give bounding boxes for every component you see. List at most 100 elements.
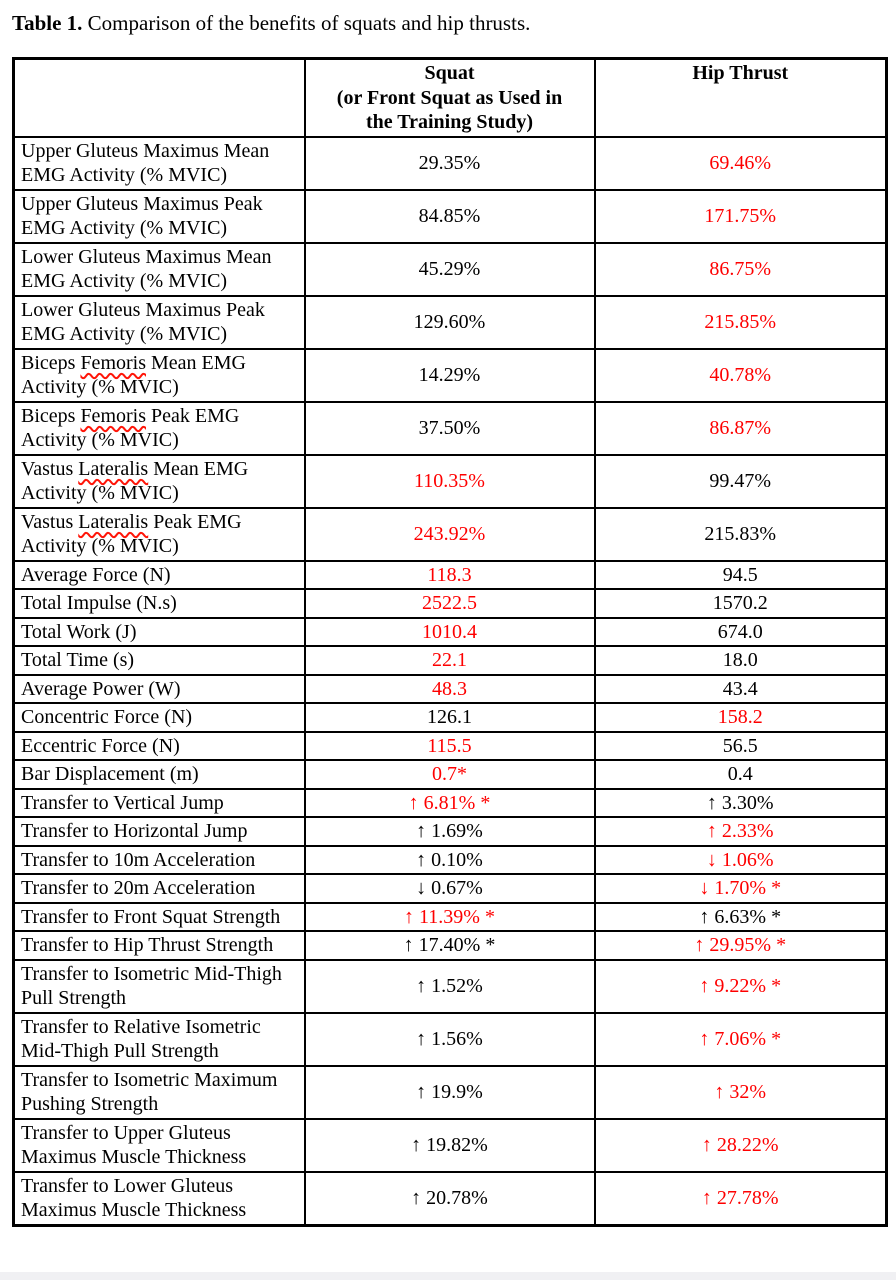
hip-thrust-value: 43.4 [593,673,888,704]
squat-value: 243.92% [303,506,596,562]
row-label: Lower Gluteus Maximus Peak EMG Activity … [12,294,306,350]
squat-value: 1010.4 [303,616,596,647]
comparison-table: Squat (or Front Squat as Used in the Tra… [12,57,888,1227]
squat-value: ↑ 1.56% [303,1011,596,1067]
table-row: Transfer to Isometric Maximum Pushing St… [12,1064,888,1120]
squat-value: 129.60% [303,294,596,350]
hip-thrust-value: ↑ 9.22% * [593,958,888,1014]
hip-thrust-value: ↑ 2.33% [593,816,888,847]
table-row: Upper Gluteus Maximus Mean EMG Activity … [12,135,888,191]
squat-value: 22.1 [303,645,596,676]
table-caption: Table 1. Comparison of the benefits of s… [12,10,885,37]
table-row: Concentric Force (N) 126.1 158.2 [12,702,888,733]
hip-thrust-value: 171.75% [593,188,888,244]
row-label: Transfer to Hip Thrust Strength [12,930,306,961]
hip-thrust-value: 86.87% [593,400,888,456]
hip-thrust-value: 215.85% [593,294,888,350]
table-row: Total Time (s) 22.1 18.0 [12,645,888,676]
hip-thrust-value: 99.47% [593,453,888,509]
misspelled-word: Lateralis [78,510,149,533]
table-row: Transfer to Hip Thrust Strength ↑ 17.40% … [12,930,888,961]
row-label: Total Impulse (N.s) [12,588,306,619]
table-row: Average Power (W) 48.3 43.4 [12,673,888,704]
hip-thrust-value: ↑ 28.22% [593,1117,888,1173]
document-page: Table 1. Comparison of the benefits of s… [12,10,888,1227]
squat-value: ↑ 6.81% * [303,787,596,818]
row-label: Eccentric Force (N) [12,730,306,761]
squat-value: ↑ 20.78% [303,1170,596,1226]
table-row: Eccentric Force (N) 115.5 56.5 [12,730,888,761]
misspelled-word: Femoris [80,351,146,374]
table-caption-text: Comparison of the benefits of squats and… [82,11,531,35]
row-label: Transfer to Isometric Mid-Thigh Pull Str… [12,958,306,1014]
squat-value: 110.35% [303,453,596,509]
row-label: Transfer to Horizontal Jump [12,816,306,847]
squat-value: ↓ 0.67% [303,873,596,904]
hip-thrust-value: 158.2 [593,702,888,733]
row-label: Transfer to 10m Acceleration [12,844,306,875]
table-row: Biceps Femoris Peak EMG Activity (% MVIC… [12,400,888,456]
squat-value: 84.85% [303,188,596,244]
squat-value: ↑ 1.52% [303,958,596,1014]
row-label: Transfer to 20m Acceleration [12,873,306,904]
hip-thrust-value: ↑ 7.06% * [593,1011,888,1067]
row-label: Biceps Femoris Mean EMG Activity (% MVIC… [12,347,306,403]
hip-thrust-value: 1570.2 [593,588,888,619]
squat-value: 118.3 [303,559,596,590]
squat-value: 29.35% [303,135,596,191]
table-caption-label: Table 1. [12,11,83,35]
squat-value: 115.5 [303,730,596,761]
hip-thrust-value: ↑ 29.95% * [593,930,888,961]
hip-thrust-value: ↓ 1.70% * [593,873,888,904]
table-row: Transfer to Front Squat Strength ↑ 11.39%… [12,901,888,932]
row-label: Total Time (s) [12,645,306,676]
table-row: Vastus Lateralis Peak EMG Activity (% MV… [12,506,888,562]
table-row: Transfer to Lower Gluteus Maximus Muscle… [12,1170,888,1226]
table-row: Transfer to Relative Isometric Mid-Thigh… [12,1011,888,1067]
row-label: Bar Displacement (m) [12,759,306,790]
table-row: Transfer to 20m Acceleration ↓ 0.67% ↓ 1.7… [12,873,888,904]
squat-value: ↑ 17.40% * [303,930,596,961]
table-row: Vastus Lateralis Mean EMG Activity (% MV… [12,453,888,509]
hip-thrust-value: 94.5 [593,559,888,590]
table-row: Upper Gluteus Maximus Peak EMG Activity … [12,188,888,244]
table-row: Lower Gluteus Maximus Peak EMG Activity … [12,294,888,350]
row-label: Transfer to Front Squat Strength [12,901,306,932]
table-body: Upper Gluteus Maximus Mean EMG Activity … [12,135,888,1226]
hip-thrust-value: 40.78% [593,347,888,403]
squat-value: ↑ 1.69% [303,816,596,847]
row-label: Transfer to Relative Isometric Mid-Thigh… [12,1011,306,1067]
hip-thrust-value: 215.83% [593,506,888,562]
squat-value: ↑ 11.39% * [303,901,596,932]
squat-value: 126.1 [303,702,596,733]
hip-thrust-value: 0.4 [593,759,888,790]
hip-thrust-value: 56.5 [593,730,888,761]
hip-thrust-value: ↑ 32% [593,1064,888,1120]
row-label: Transfer to Vertical Jump [12,787,306,818]
row-label: Total Work (J) [12,616,306,647]
row-label: Transfer to Lower Gluteus Maximus Muscle… [12,1170,306,1226]
squat-value: 37.50% [303,400,596,456]
misspelled-word: Femoris [80,404,146,427]
table-row: Transfer to 10m Acceleration ↑ 0.10% ↓ 1.0… [12,844,888,875]
row-label: Lower Gluteus Maximus Mean EMG Activity … [12,241,306,297]
squat-value: ↑ 19.9% [303,1064,596,1120]
row-label: Transfer to Isometric Maximum Pushing St… [12,1064,306,1120]
header-hip-thrust: Hip Thrust [593,57,888,138]
hip-thrust-value: ↑ 3.30% [593,787,888,818]
header-row: Squat (or Front Squat as Used in the Tra… [12,57,888,138]
table-row: Transfer to Vertical Jump ↑ 6.81% * ↑ 3.30… [12,787,888,818]
row-label: Transfer to Upper Gluteus Maximus Muscle… [12,1117,306,1173]
table-row: Biceps Femoris Mean EMG Activity (% MVIC… [12,347,888,403]
row-label: Concentric Force (N) [12,702,306,733]
hip-thrust-value: ↑ 27.78% [593,1170,888,1226]
squat-value: 0.7* [303,759,596,790]
squat-value: 14.29% [303,347,596,403]
squat-value: 2522.5 [303,588,596,619]
header-squat: Squat (or Front Squat as Used in the Tra… [303,57,596,138]
table-row: Transfer to Horizontal Jump ↑ 1.69% ↑ 2.33… [12,816,888,847]
row-label: Vastus Lateralis Peak EMG Activity (% MV… [12,506,306,562]
table-row: Total Work (J) 1010.4 674.0 [12,616,888,647]
table-row: Lower Gluteus Maximus Mean EMG Activity … [12,241,888,297]
squat-value: ↑ 19.82% [303,1117,596,1173]
